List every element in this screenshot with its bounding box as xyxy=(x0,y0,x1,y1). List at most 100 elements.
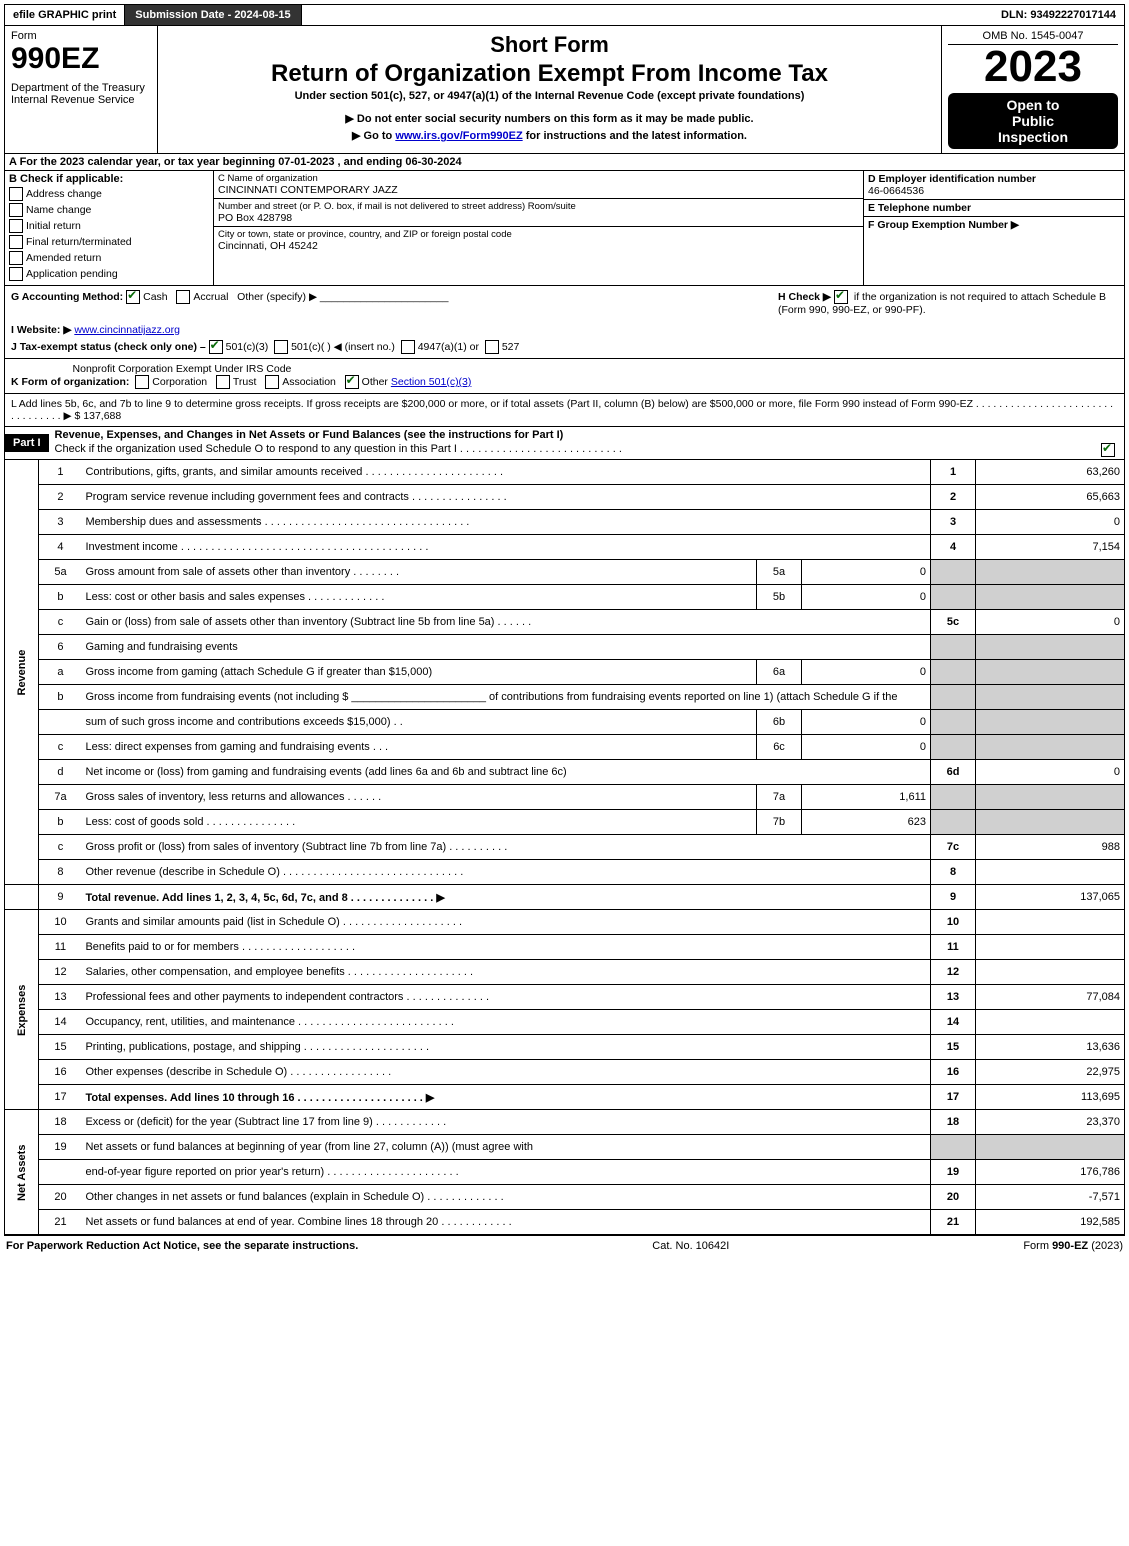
goto-text: ▶ Go to www.irs.gov/Form990EZ for instru… xyxy=(164,129,935,142)
chk-final-return[interactable]: Final return/terminated xyxy=(9,235,209,249)
chk-accrual[interactable] xyxy=(176,290,190,304)
submission-date-badge: Submission Date - 2024-08-15 xyxy=(125,5,301,25)
row-5b: bLess: cost or other basis and sales exp… xyxy=(5,585,1125,610)
chk-name-change[interactable]: Name change xyxy=(9,203,209,217)
org-address: PO Box 428798 xyxy=(218,212,859,224)
org-name: CINCINNATI CONTEMPORARY JAZZ xyxy=(218,184,859,196)
netassets-vlabel: Net Assets xyxy=(5,1110,39,1235)
subtitle: Under section 501(c), 527, or 4947(a)(1)… xyxy=(164,90,935,102)
warning-text: ▶ Do not enter social security numbers o… xyxy=(164,112,935,125)
city-label: City or town, state or province, country… xyxy=(218,229,859,240)
chk-527[interactable] xyxy=(485,340,499,354)
row-19b: end-of-year figure reported on prior yea… xyxy=(5,1160,1125,1185)
chk-trust[interactable] xyxy=(216,375,230,389)
org-city: Cincinnati, OH 45242 xyxy=(218,240,859,252)
section-def: D Employer identification number 46-0664… xyxy=(864,171,1124,285)
chk-other-org[interactable] xyxy=(345,375,359,389)
seci-label: I Website: ▶ xyxy=(11,324,71,336)
tax-year: 2023 xyxy=(948,45,1118,89)
row-5a: 5aGross amount from sale of assets other… xyxy=(5,560,1125,585)
row-20: 20Other changes in net assets or fund ba… xyxy=(5,1185,1125,1210)
row-6b: bGross income from fundraising events (n… xyxy=(5,685,1125,710)
chk-schedule-o[interactable] xyxy=(1101,443,1115,457)
row-19: 19Net assets or fund balances at beginni… xyxy=(5,1135,1125,1160)
chk-initial-return[interactable]: Initial return xyxy=(9,219,209,233)
row-1: Revenue 1 Contributions, gifts, grants, … xyxy=(5,460,1125,485)
secf-label: F Group Exemption Number ▶ xyxy=(868,219,1120,231)
chk-assoc[interactable] xyxy=(265,375,279,389)
chk-application-pending[interactable]: Application pending xyxy=(9,267,209,281)
section-g: G Accounting Method: Cash Accrual Other … xyxy=(11,290,448,316)
form-number: 990EZ xyxy=(11,42,151,76)
row-6c: cLess: direct expenses from gaming and f… xyxy=(5,735,1125,760)
row-18: Net Assets 18Excess or (deficit) for the… xyxy=(5,1110,1125,1135)
top-bar: efile GRAPHIC print Submission Date - 20… xyxy=(4,4,1125,26)
org-info-block: B Check if applicable: Address change Na… xyxy=(4,171,1125,286)
secd-label: D Employer identification number xyxy=(868,173,1120,185)
section-j: J Tax-exempt status (check only one) – 5… xyxy=(11,340,1118,354)
website-link[interactable]: www.cincinnatijazz.org xyxy=(74,324,180,336)
form-label: Form xyxy=(11,30,151,42)
secb-label: B Check if applicable: xyxy=(9,173,209,185)
title-block: Short Form Return of Organization Exempt… xyxy=(158,26,942,153)
footer-mid: Cat. No. 10642I xyxy=(652,1240,729,1252)
chk-501c3[interactable] xyxy=(209,340,223,354)
form-header: Form 990EZ Department of the Treasury In… xyxy=(4,26,1125,154)
open3: Inspection xyxy=(998,129,1068,145)
section-h: H Check ▶ if the organization is not req… xyxy=(778,290,1118,316)
footer-left: For Paperwork Reduction Act Notice, see … xyxy=(6,1240,358,1252)
section-b: B Check if applicable: Address change Na… xyxy=(5,171,214,285)
part1-title: Revenue, Expenses, and Changes in Net As… xyxy=(49,427,1124,443)
section-a: A For the 2023 calendar year, or tax yea… xyxy=(4,154,1125,171)
chk-cash[interactable] xyxy=(126,290,140,304)
sece-label: E Telephone number xyxy=(868,202,1120,214)
row-6: 6Gaming and fundraising events xyxy=(5,635,1125,660)
seck-note: Nonprofit Corporation Exempt Under IRS C… xyxy=(11,363,471,375)
secl-text: L Add lines 5b, 6c, and 7b to line 9 to … xyxy=(11,398,973,410)
seck-label: K Form of organization: xyxy=(11,376,129,388)
addr-label: Number and street (or P. O. box, if mail… xyxy=(218,201,859,212)
chk-corp[interactable] xyxy=(135,375,149,389)
ein-value: 46-0664536 xyxy=(868,185,1120,197)
row-16: 16Other expenses (describe in Schedule O… xyxy=(5,1060,1125,1085)
row-4: 4Investment income . . . . . . . . . . .… xyxy=(5,535,1125,560)
part1-badge: Part I xyxy=(5,434,49,452)
chk-4947[interactable] xyxy=(401,340,415,354)
part1-check-text: Check if the organization used Schedule … xyxy=(55,443,622,457)
revenue-vlabel: Revenue xyxy=(5,460,39,885)
row-2: 2Program service revenue including gover… xyxy=(5,485,1125,510)
footer-right: Form 990-EZ (2023) xyxy=(1023,1240,1123,1252)
secc-label: C Name of organization xyxy=(218,173,859,184)
row-13: 13Professional fees and other payments t… xyxy=(5,985,1125,1010)
section-i: I Website: ▶ www.cincinnatijazz.org xyxy=(11,324,1118,336)
row-17: 17Total expenses. Add lines 10 through 1… xyxy=(5,1085,1125,1110)
row-5c: cGain or (loss) from sale of assets othe… xyxy=(5,610,1125,635)
section-ghij: G Accounting Method: Cash Accrual Other … xyxy=(4,286,1125,359)
row-7b: bLess: cost of goods sold . . . . . . . … xyxy=(5,810,1125,835)
form-id-block: Form 990EZ Department of the Treasury In… xyxy=(5,26,158,153)
row-11: 11Benefits paid to or for members . . . … xyxy=(5,935,1125,960)
chk-schedule-b[interactable] xyxy=(834,290,848,304)
row-6a: aGross income from gaming (attach Schedu… xyxy=(5,660,1125,685)
irs-link[interactable]: www.irs.gov/Form990EZ xyxy=(395,130,522,142)
row-7a: 7aGross sales of inventory, less returns… xyxy=(5,785,1125,810)
efile-label[interactable]: efile GRAPHIC print xyxy=(5,5,125,25)
chk-amended-return[interactable]: Amended return xyxy=(9,251,209,265)
chk-501c[interactable] xyxy=(274,340,288,354)
year-block: OMB No. 1545-0047 2023 Open to Public In… xyxy=(942,26,1124,153)
chk-address-change[interactable]: Address change xyxy=(9,187,209,201)
dept-line1: Department of the Treasury xyxy=(11,82,151,94)
section-link[interactable]: Section 501(c)(3) xyxy=(391,376,472,388)
row-9: 9Total revenue. Add lines 1, 2, 3, 4, 5c… xyxy=(5,885,1125,910)
row-6b2: sum of such gross income and contributio… xyxy=(5,710,1125,735)
section-l: L Add lines 5b, 6c, and 7b to line 9 to … xyxy=(4,394,1125,427)
dept-line2: Internal Revenue Service xyxy=(11,94,151,106)
page-footer: For Paperwork Reduction Act Notice, see … xyxy=(4,1235,1125,1256)
row-14: 14Occupancy, rent, utilities, and mainte… xyxy=(5,1010,1125,1035)
row-7c: cGross profit or (loss) from sales of in… xyxy=(5,835,1125,860)
row-12: 12Salaries, other compensation, and empl… xyxy=(5,960,1125,985)
open2: Public xyxy=(1012,113,1054,129)
sech-label: H Check ▶ xyxy=(778,291,831,303)
row-8: 8Other revenue (describe in Schedule O) … xyxy=(5,860,1125,885)
expenses-vlabel: Expenses xyxy=(5,910,39,1110)
